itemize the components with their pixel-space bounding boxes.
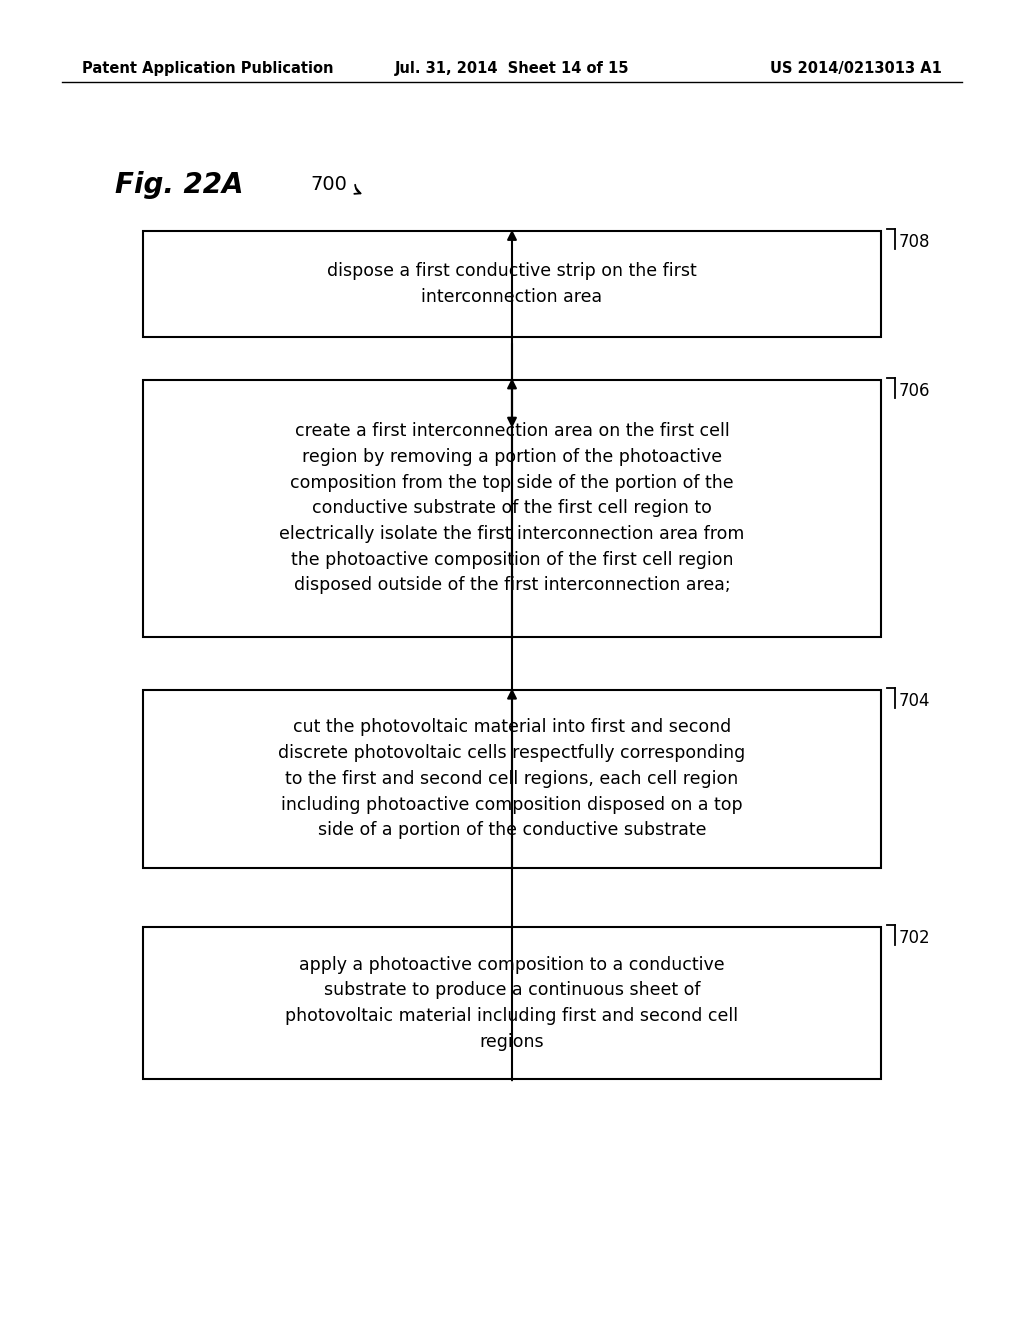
- Text: apply a photoactive composition to a conductive
substrate to produce a continuou: apply a photoactive composition to a con…: [286, 956, 738, 1051]
- Text: Jul. 31, 2014  Sheet 14 of 15: Jul. 31, 2014 Sheet 14 of 15: [394, 61, 630, 75]
- Bar: [143, 231, 881, 337]
- Bar: [143, 380, 881, 638]
- Text: 702: 702: [899, 929, 930, 948]
- Text: create a first interconnection area on the first cell
region by removing a porti: create a first interconnection area on t…: [280, 422, 744, 594]
- Text: Fig. 22A: Fig. 22A: [115, 172, 244, 199]
- Text: Patent Application Publication: Patent Application Publication: [82, 61, 334, 75]
- Text: US 2014/0213013 A1: US 2014/0213013 A1: [770, 61, 942, 75]
- Bar: [143, 689, 881, 869]
- Text: cut the photovoltaic material into first and second
discrete photovoltaic cells : cut the photovoltaic material into first…: [279, 718, 745, 840]
- Text: 704: 704: [899, 692, 930, 710]
- Text: 706: 706: [899, 381, 930, 400]
- Text: dispose a first conductive strip on the first
interconnection area: dispose a first conductive strip on the …: [327, 261, 697, 306]
- Bar: [143, 928, 881, 1080]
- Text: 700: 700: [310, 176, 347, 194]
- Text: 708: 708: [899, 234, 930, 251]
